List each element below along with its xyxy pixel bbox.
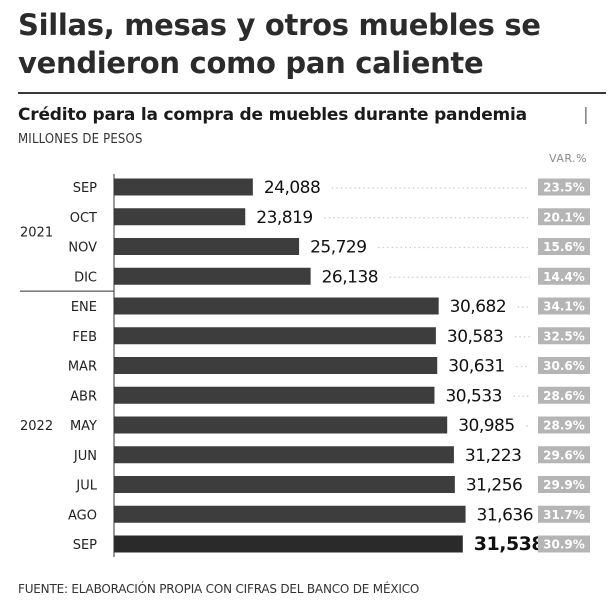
bar	[114, 357, 438, 374]
var-badge	[538, 386, 590, 404]
year-label: 2022	[20, 419, 53, 434]
category-label: JUL	[75, 479, 97, 494]
var-badge	[538, 297, 590, 315]
category-label: MAY	[70, 419, 97, 434]
var-badge-label: 30.6%	[543, 359, 585, 373]
value-label: 31,256	[466, 476, 522, 496]
var-badge-label: 29.9%	[543, 478, 585, 492]
var-badge-label: 30.9%	[543, 538, 585, 552]
category-label: MAR	[68, 360, 97, 375]
var-badge	[538, 505, 590, 523]
value-label: 26,138	[322, 267, 378, 287]
var-badge-label: 14.4%	[543, 270, 585, 284]
value-label: 31,223	[465, 446, 521, 466]
value-label: 31,636	[477, 505, 533, 525]
var-badge	[538, 267, 590, 285]
bar-chart: SEP 24,088 23.5% OCT 23,819 20.1% NOV 25,729 15.…	[20, 174, 590, 557]
bar	[114, 535, 463, 553]
var-badge	[538, 357, 590, 374]
var-badge-label: 34.1%	[543, 300, 585, 314]
value-label: 25,729	[310, 238, 366, 258]
var-badge	[538, 476, 590, 493]
category-label: JUN	[73, 449, 97, 464]
headline-rule	[18, 92, 606, 94]
bar	[114, 238, 300, 255]
category-label: ENE	[71, 300, 97, 315]
category-label: AGO	[68, 508, 97, 523]
value-label: 30,631	[448, 357, 504, 377]
var-badge-label: 28.6%	[543, 389, 585, 403]
var-badge-label: 23.5%	[543, 181, 585, 195]
value-label: 30,682	[450, 297, 506, 317]
bar	[114, 178, 253, 196]
bar	[114, 416, 448, 434]
var-badge-label: 31.7%	[543, 508, 585, 522]
bar	[114, 267, 311, 285]
bar	[114, 386, 435, 404]
title-separator: |	[583, 105, 589, 125]
category-label: SEP	[73, 181, 97, 196]
category-label: OCT	[70, 211, 97, 226]
units-label: MILLONES DE PESOS	[18, 132, 143, 147]
bar	[114, 327, 436, 345]
value-label: 23,819	[256, 208, 312, 228]
var-badge-label: 29.6%	[543, 448, 585, 462]
category-label: DIC	[74, 270, 97, 285]
var-badge	[538, 238, 590, 255]
var-badge	[538, 446, 590, 464]
chart-title-text: Crédito para la compra de muebles durant…	[18, 105, 527, 125]
value-label: 30,583	[447, 327, 503, 347]
chart-title: Crédito para la compra de muebles durant…	[18, 104, 589, 126]
value-label: 31,538	[474, 533, 545, 555]
var-column-header: VAR.%	[549, 152, 588, 165]
var-badge	[538, 535, 590, 553]
var-badge-label: 28.9%	[543, 419, 585, 433]
category-label: SEP	[73, 538, 97, 553]
category-label: NOV	[68, 241, 97, 256]
var-badge-label: 20.1%	[543, 210, 585, 224]
value-label: 30,533	[445, 386, 501, 406]
bar	[114, 208, 246, 226]
value-label: 30,985	[458, 416, 514, 436]
var-badge	[538, 416, 590, 434]
category-label: ABR	[70, 389, 97, 404]
category-label: FEB	[72, 330, 97, 345]
source-note: FUENTE: ELABORACIÓN PROPIA CON CIFRAS DE…	[18, 582, 420, 596]
headline: Sillas, mesas y otros muebles se vendier…	[18, 8, 541, 80]
year-label: 2021	[20, 226, 53, 241]
bar	[114, 505, 466, 523]
var-badge	[538, 327, 590, 345]
var-badge-label: 15.6%	[543, 240, 585, 254]
value-label: 24,088	[264, 178, 320, 198]
bar	[114, 297, 439, 315]
var-badge	[538, 178, 590, 196]
var-badge-label: 32.5%	[543, 329, 585, 343]
var-badge	[538, 208, 590, 226]
bar	[114, 446, 454, 464]
bar	[114, 476, 455, 493]
